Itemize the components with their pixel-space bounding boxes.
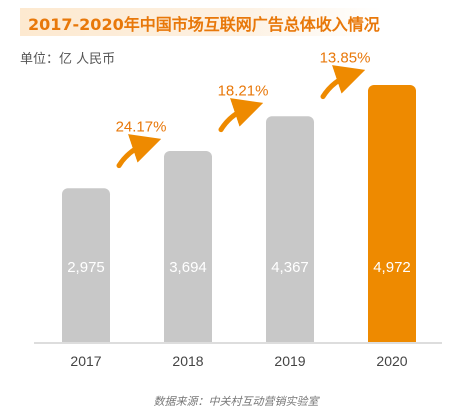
bar-value-label: 3,694 (169, 259, 207, 276)
growth-arrow (218, 98, 264, 133)
bar-base-2020 (368, 334, 416, 342)
x-tick-label: 2017 (70, 353, 101, 369)
bar-2017 (62, 188, 110, 342)
bar-value-label: 4,367 (271, 259, 309, 276)
growth-rate-label: 24.17% (116, 119, 167, 136)
x-tick-label: 2019 (274, 353, 305, 369)
unit-label: 单位：亿 人民币 (20, 52, 116, 67)
growth-rate-label: 18.21% (218, 83, 269, 100)
bar-base-2019 (266, 334, 314, 342)
bar-value-label: 2,975 (67, 259, 105, 276)
bar-base-2018 (164, 334, 212, 342)
growth-rate-label: 13.85% (320, 50, 371, 67)
chart-title: 2017-2020年中国市场互联网广告总体收入情况 (28, 15, 380, 34)
bar-2019 (266, 116, 314, 342)
growth-arrow (320, 65, 366, 100)
growth-arrow (116, 134, 162, 169)
title-banner (20, 8, 382, 36)
source-note: 数据来源：中关村互动营销实验室 (153, 395, 319, 408)
x-tick-label: 2020 (376, 353, 407, 369)
bar-2020 (368, 84, 416, 343)
x-tick-label: 2018 (172, 353, 203, 369)
bar-value-label: 4,972 (373, 259, 411, 276)
bar-base-2017 (62, 334, 110, 342)
bar-2018 (164, 151, 212, 342)
